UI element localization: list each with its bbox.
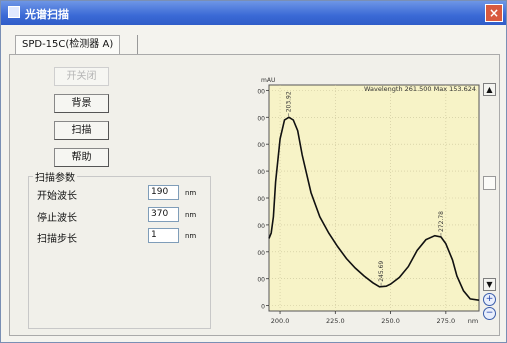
help-button[interactable]: 帮助 <box>54 148 109 167</box>
stop-wavelength-input[interactable]: 370 <box>148 207 179 222</box>
peak-label: 203.92 <box>286 91 293 112</box>
close-button[interactable]: × <box>485 4 503 22</box>
x-tick-label: 225.0 <box>326 317 345 325</box>
x-axis-label: nm <box>468 317 478 325</box>
y-tick-label: 600 <box>257 142 265 149</box>
y-tick-label: 700 <box>257 115 265 122</box>
y-tick-label: 100 <box>257 277 265 284</box>
scan-step-input[interactable]: 1 <box>148 228 179 243</box>
scan-step-label: 扫描步长 <box>37 234 77 245</box>
peak-label: 245.69 <box>378 261 385 282</box>
x-tick-label: 200.0 <box>271 317 290 325</box>
tab-separator <box>137 35 138 55</box>
start-wavelength-label: 开始波长 <box>37 191 77 202</box>
zoom-in-icon[interactable]: + <box>483 293 496 306</box>
scroll-thumb[interactable] <box>483 176 496 190</box>
spectrum-line <box>268 116 480 301</box>
window-title: 光谱扫描 <box>25 8 69 21</box>
y-tick-label: 300 <box>257 223 265 230</box>
start-wavelength-unit: nm <box>185 189 197 197</box>
y-tick-label: 800 <box>257 88 265 95</box>
start-wavelength-input[interactable]: 190 <box>148 185 179 200</box>
disabled-toggle-button[interactable]: 开关闭 <box>54 67 109 86</box>
scan-params-group <box>28 176 211 329</box>
spectrum-chart[interactable]: 0 100 200 300 400 500 600 700 800 200.0 225.0 250.0… <box>257 71 484 331</box>
stop-wavelength-label: 停止波长 <box>37 213 77 224</box>
x-tick-label: 275.0 <box>437 317 456 325</box>
zoom-out-icon[interactable]: − <box>483 307 496 320</box>
title-bar[interactable]: 光谱扫描 × <box>1 1 506 25</box>
stop-wavelength-unit: nm <box>185 211 197 219</box>
scan-button[interactable]: 扫描 <box>54 121 109 140</box>
x-tick-label: 250.0 <box>381 317 400 325</box>
app-icon <box>8 6 20 18</box>
tab-detector-a[interactable]: SPD-15C(检测器 A) <box>15 35 121 54</box>
chart-header-readout: Wavelength 261.500 Max 153.624 <box>364 85 476 93</box>
background-button[interactable]: 背景 <box>54 94 109 113</box>
y-tick-label: 200 <box>257 250 265 257</box>
scan-step-unit: nm <box>185 232 197 240</box>
y-axis-label: mAU <box>261 77 275 84</box>
scroll-up-button[interactable]: ▲ <box>483 83 496 96</box>
y-tick-label: 0 <box>261 304 265 311</box>
scan-params-title: 扫描参数 <box>33 169 77 184</box>
scroll-down-button[interactable]: ▼ <box>483 278 496 291</box>
y-tick-label: 500 <box>257 169 265 176</box>
peak-label: 272.78 <box>438 211 445 232</box>
y-tick-label: 400 <box>257 196 265 203</box>
